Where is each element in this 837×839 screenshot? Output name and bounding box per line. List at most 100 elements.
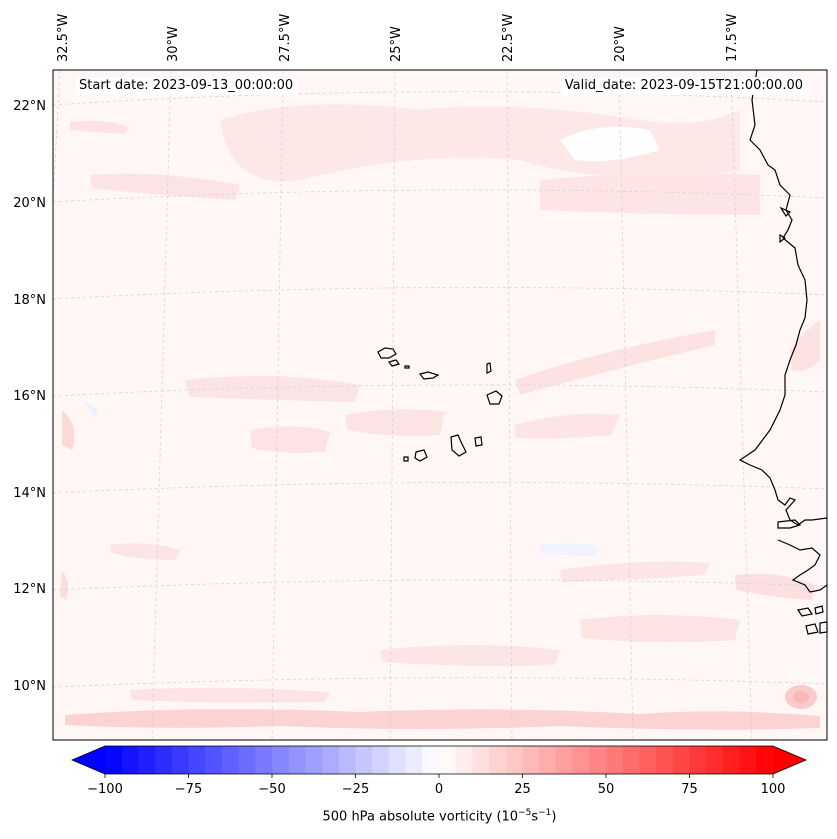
colorbar-label-end: ) [551,809,557,825]
colorbar-bin [539,746,557,774]
vorticity-patch [580,615,740,643]
lon-label: 17.5°W [725,14,740,62]
colorbar-extend-high [773,746,806,774]
colorbar-tick-label: −50 [258,782,285,797]
meridian-line [271,69,284,741]
colorbar-bin [422,746,440,774]
colorbar-ticks: −100 −75 −50 −25 0 25 50 75 100 [87,774,785,797]
colorbar-bin [522,746,540,774]
vorticity-patch [110,543,180,560]
meridian-line [52,69,61,201]
colorbar-bin [555,746,573,774]
lon-label: 20°W [613,26,628,62]
lon-label: 25°W [389,26,404,62]
colorbar-label-main: 500 hPa absolute vorticity (10 [322,809,519,825]
colorbar-bin [405,746,423,774]
colorbar-bin [388,746,406,774]
island-brava [403,456,409,462]
colorbar-tick-label: −75 [175,782,202,797]
meridian-line [730,69,753,741]
vorticity-patch [793,691,809,703]
colorbar-tick-label: 50 [598,782,615,797]
meridian-line [389,69,396,741]
lon-label: 22.5°W [501,14,516,62]
colorbar-bin [739,746,757,774]
colorbar-bin [672,746,690,774]
vorticity-patch [790,320,820,372]
vorticity-patch [65,709,820,730]
colorbar-bins [105,746,774,774]
colorbar-extend-low [72,746,105,774]
colorbar-bin [155,746,173,774]
vorticity-patch [515,413,620,439]
colorbar-bin [238,746,256,774]
coastline-mauritania [738,69,808,466]
longitude-labels: 32.5°W 30°W 27.5°W 25°W 22.5°W 20°W 17.5… [56,14,740,62]
colorbar-bin [439,746,457,774]
colorbar-bin [455,746,473,774]
map-panel [52,69,828,741]
colorbar-label: 500 hPa absolute vorticity (10−5s−1) [0,808,837,824]
parallel-line [52,287,828,300]
colorbar-bin [221,746,239,774]
colorbar-bin [589,746,607,774]
colorbar-bin [305,746,323,774]
parallel-line [52,677,828,688]
colorbar-bin [489,746,507,774]
colorbar-bin [689,746,707,774]
colorbar-bin [639,746,657,774]
lat-label: 16°N [13,389,46,404]
colorbar-bin [372,746,390,774]
lat-label: 14°N [13,486,46,501]
colorbar-label-exp2: −1 [538,808,552,818]
graticule [52,69,828,741]
colorbar-bin [706,746,724,774]
colorbar-bin [205,746,223,774]
colorbar-tick-label: 0 [435,782,443,797]
island-sal [486,362,492,374]
vorticity-patch [90,173,240,200]
island-boa-vista [486,390,503,405]
colorbar: −100 −75 −50 −25 0 25 50 75 100 [70,745,808,797]
coastline-guinea-bissau [777,539,828,593]
island-santa-luzia [404,365,410,369]
island-santo-antao [377,347,397,359]
vorticity-patch [220,104,740,182]
latitude-labels: 22°N 20°N 18°N 16°N 14°N 12°N 10°N [13,99,46,694]
vorticity-patch [515,330,715,395]
valid-date-label: Valid_date: 2023-09-15T21:00:00.00 [560,77,807,95]
vorticity-patch [130,687,330,703]
meridian-line [618,69,634,741]
lat-label: 20°N [13,196,46,211]
lon-label: 30°W [166,26,181,62]
colorbar-bin [338,746,356,774]
parallel-line [52,91,828,106]
colorbar-bin [572,746,590,774]
colorbar-bin [472,746,490,774]
vorticity-patch [62,410,75,450]
lat-label: 10°N [13,679,46,694]
vorticity-patch [380,645,560,666]
lon-label: 32.5°W [56,14,71,62]
meridian-line [506,69,513,741]
coastline-detail [779,206,792,244]
vorticity-field [60,104,820,730]
vorticity-patch [185,376,360,402]
colorbar-bin [255,746,273,774]
island-fogo [414,449,428,462]
colorbar-bin [105,746,123,774]
colorbar-bin [656,746,674,774]
colorbar-bin [272,746,290,774]
colorbar-tick-label: 25 [514,782,531,797]
colorbar-bin [322,746,340,774]
map-frame [52,69,828,741]
vorticity-patch [345,409,445,436]
parallel-line [52,579,828,591]
colorbar-bin [756,746,774,774]
coastline-bijagos [797,605,828,635]
coastline-senegal [749,464,828,526]
island-santiago [450,434,467,457]
colorbar-bin [171,746,189,774]
colorbar-bin [722,746,740,774]
